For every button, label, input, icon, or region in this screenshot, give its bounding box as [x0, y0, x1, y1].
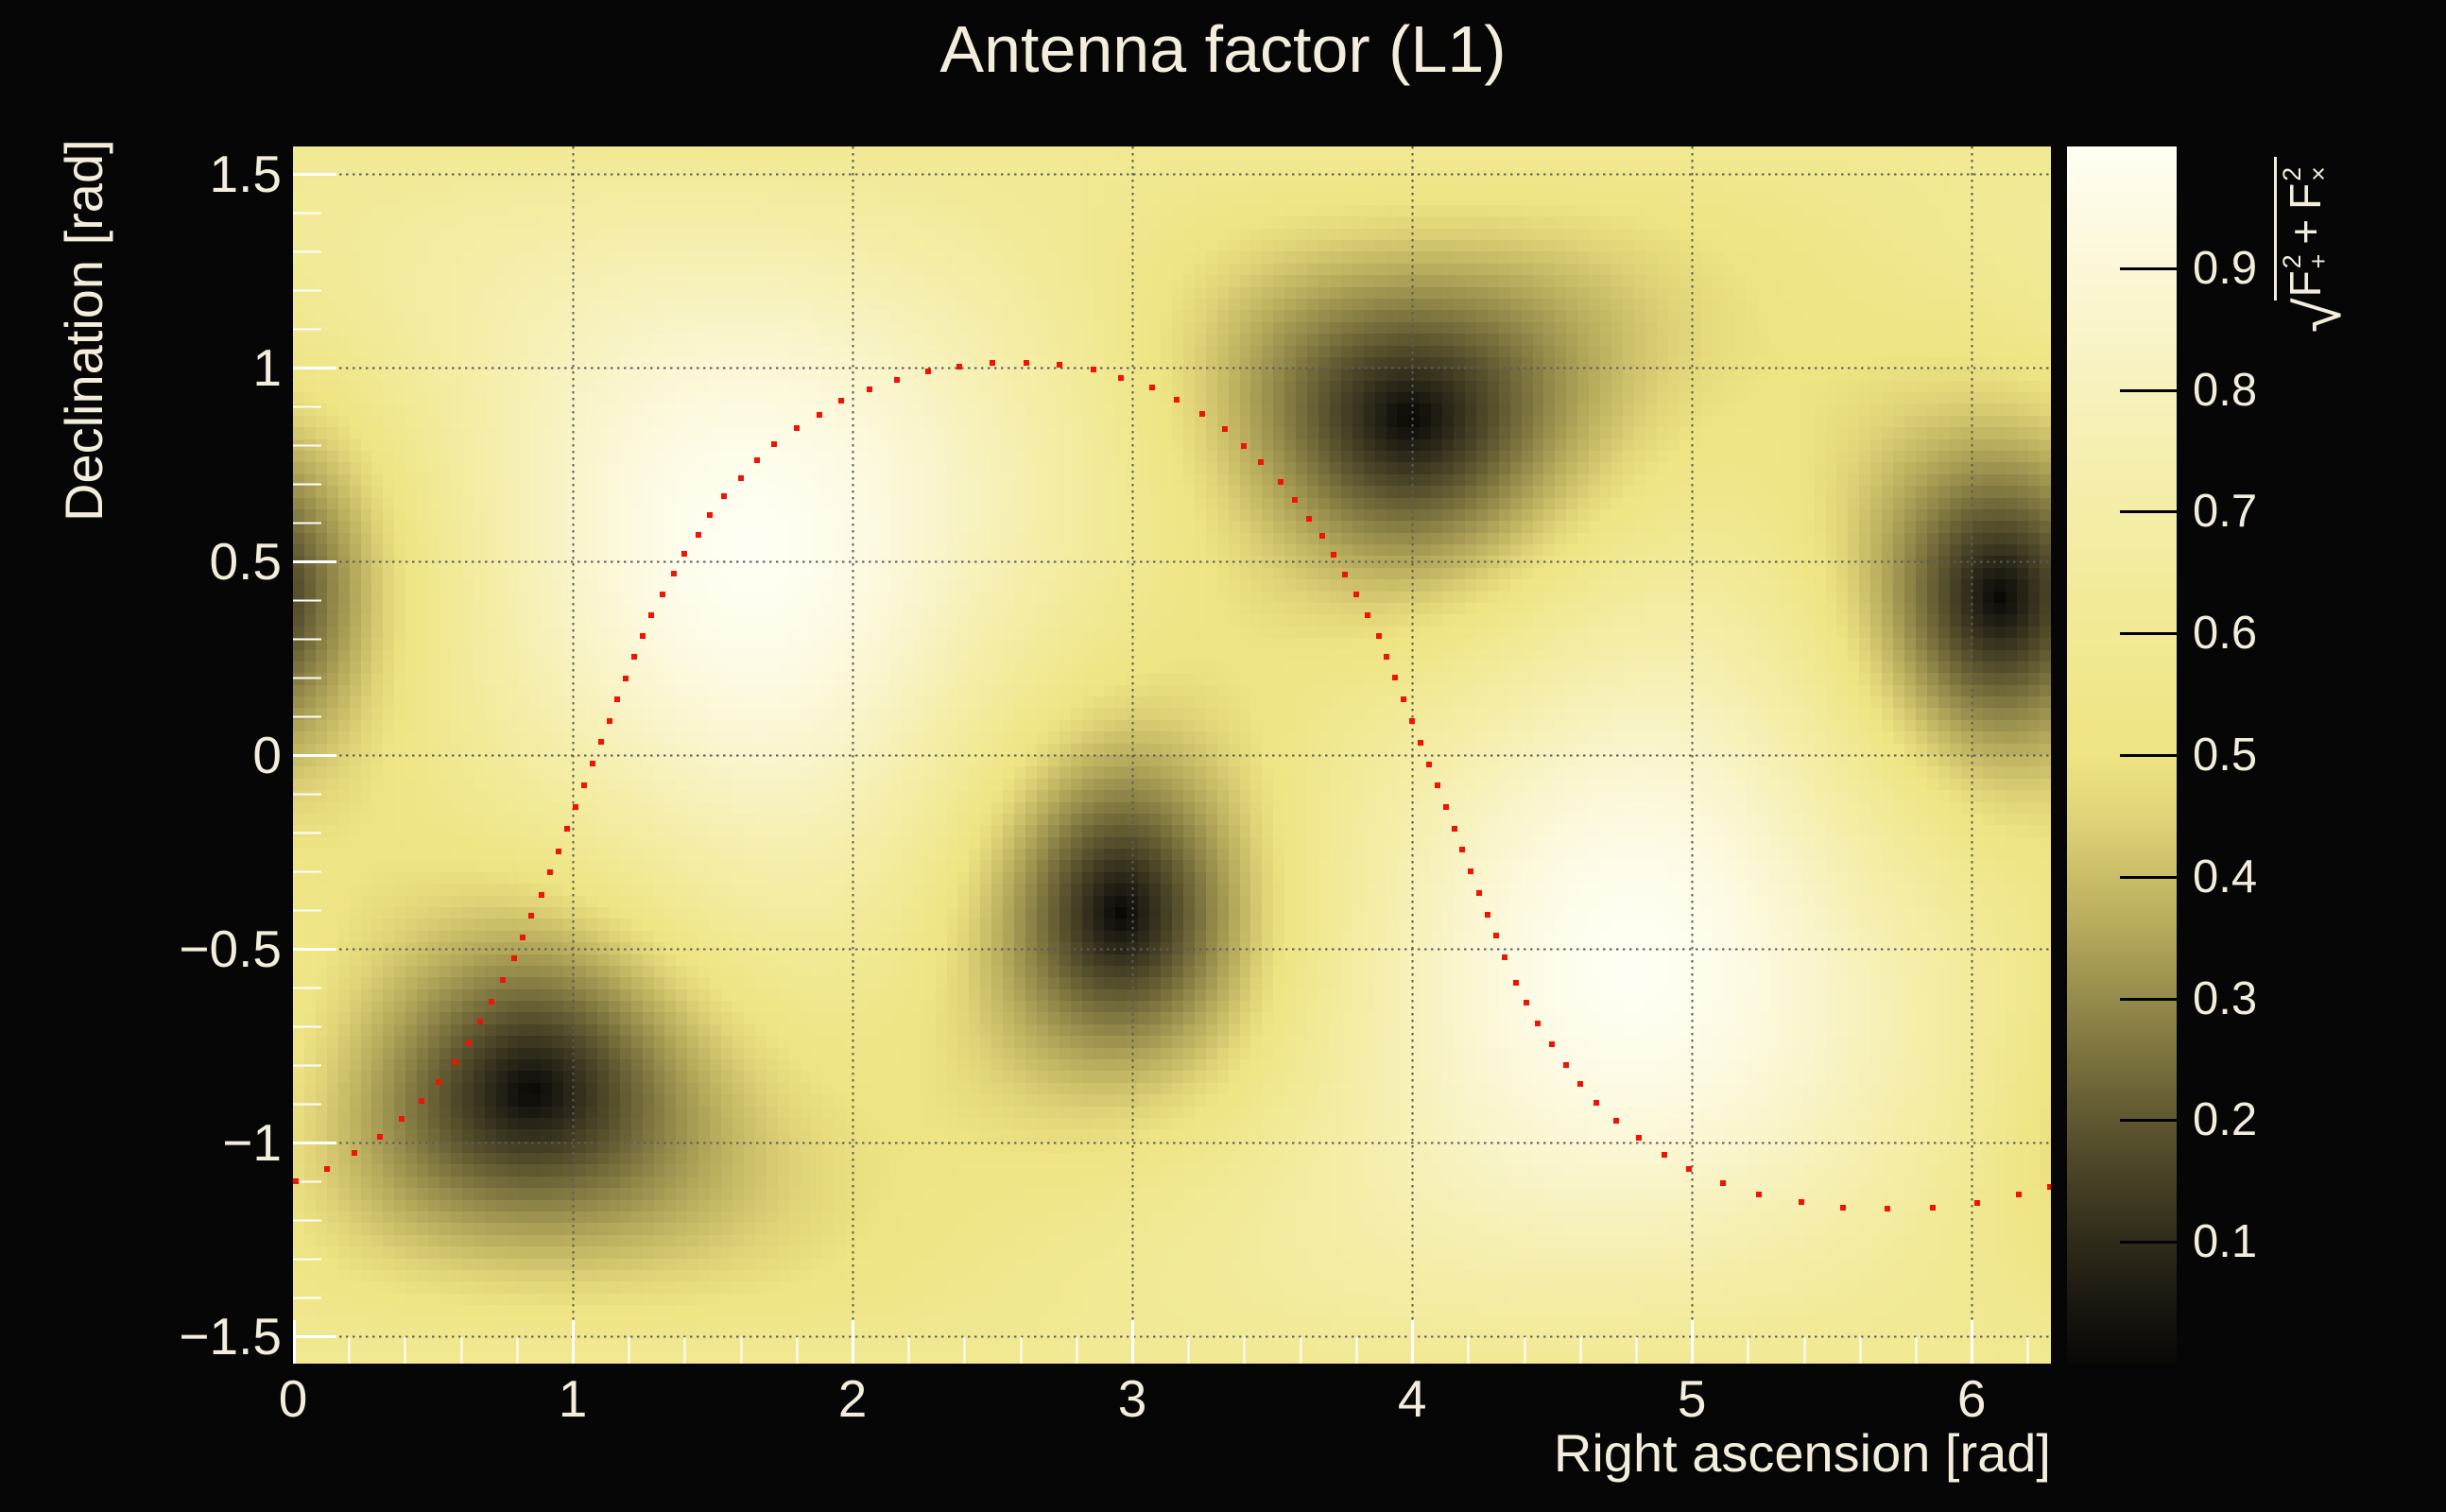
- colorbar-tick-label: 0.1: [2193, 1216, 2258, 1268]
- y-tick-label: 1.5: [209, 145, 282, 204]
- f-plus-squared-term: F 2 +: [2278, 253, 2334, 298]
- y-tick-label: −1.5: [179, 1306, 282, 1366]
- x-tick-label: 0: [278, 1369, 308, 1428]
- colorbar-tick-label: 0.3: [2193, 972, 2258, 1024]
- y-tick-label: 0.5: [209, 532, 282, 591]
- radicand: F 2 + + F 2 ×: [2274, 157, 2334, 301]
- f-plus-subscript: +: [2304, 253, 2334, 269]
- x-tick-label: 3: [1117, 1369, 1147, 1428]
- colorbar-tick-label: 0.7: [2193, 486, 2258, 538]
- colorbar-tick-label: 0.9: [2193, 242, 2258, 294]
- y-tick-label: 1: [252, 338, 282, 398]
- x-tick-label: 1: [558, 1369, 588, 1428]
- x-tick-label: 6: [1956, 1369, 1987, 1428]
- f-cross-squared-term: F 2 ×: [2278, 166, 2334, 210]
- colorbar-tick-label: 0.6: [2193, 608, 2258, 660]
- y-axis-title-text: Declination [rad]: [54, 139, 113, 522]
- heatmap-plot-canvas: [293, 146, 2051, 1364]
- f-cross-exponent: 2: [2278, 166, 2306, 181]
- colorbar-canvas: [2067, 146, 2177, 1364]
- chart-title: Antenna factor (L1): [939, 12, 1507, 86]
- x-tick-label: 2: [837, 1369, 868, 1428]
- colorbar-tick-label: 0.8: [2193, 364, 2258, 416]
- colorbar-tick-label: 0.2: [2193, 1094, 2258, 1146]
- plus-operator: +: [2281, 218, 2331, 245]
- x-axis-title: Right ascension [rad]: [1553, 1423, 2051, 1483]
- y-tick-label: 0: [252, 726, 282, 784]
- f-plus-exponent: 2: [2278, 254, 2306, 269]
- colorbar-tick-label: 0.4: [2193, 850, 2258, 902]
- x-tick-label: 5: [1677, 1369, 1707, 1428]
- y-tick-label: −0.5: [179, 919, 282, 978]
- x-tick-label: 4: [1397, 1369, 1427, 1428]
- colorbar-tick-label: 0.5: [2193, 730, 2258, 781]
- f-cross-subscript: ×: [2304, 166, 2334, 181]
- sqrt-radical-icon: √: [2284, 298, 2355, 333]
- y-tick-label: −1: [222, 1112, 282, 1172]
